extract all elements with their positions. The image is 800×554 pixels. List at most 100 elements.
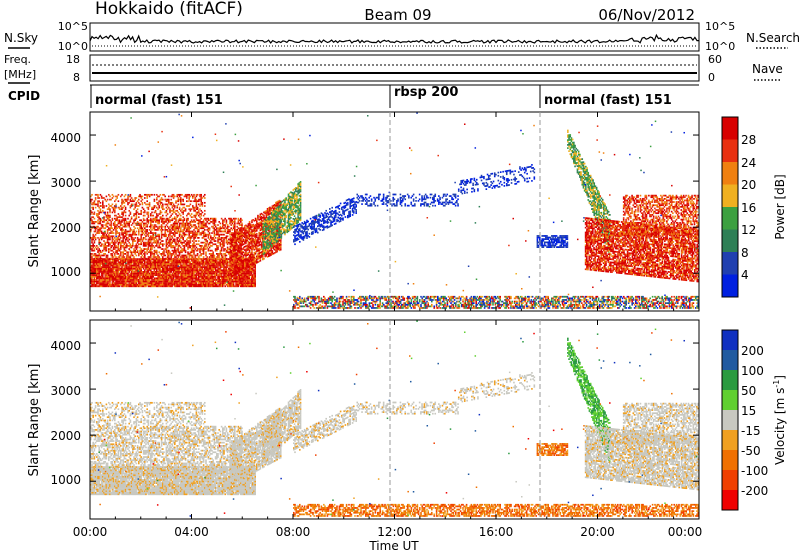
power-cell — [219, 266, 222, 268]
power-cell — [241, 285, 243, 288]
power-cell — [190, 219, 193, 222]
power-cell — [241, 229, 244, 232]
power-cell — [174, 241, 176, 244]
power-cell — [121, 280, 123, 283]
power-cell — [181, 271, 183, 273]
power-cell — [170, 259, 172, 262]
power-cell — [176, 249, 178, 252]
power-cell — [202, 225, 205, 228]
power-cell — [220, 274, 223, 276]
power-cell — [254, 280, 256, 283]
power-cell — [239, 250, 241, 252]
power-cell — [123, 249, 126, 252]
power-cell — [202, 249, 205, 252]
power-cell — [230, 245, 233, 247]
power-cell — [184, 257, 187, 260]
power-cell — [116, 195, 118, 198]
power-cell — [231, 280, 234, 283]
power-cell — [253, 274, 255, 276]
power-cell — [229, 283, 231, 286]
power-cell — [183, 233, 186, 236]
power-cell — [217, 274, 219, 276]
power-cell — [226, 271, 229, 273]
power-cell — [176, 224, 178, 226]
power-cell — [211, 261, 213, 264]
power-cell — [184, 271, 187, 273]
power-cell — [240, 285, 242, 288]
power-cell — [117, 221, 120, 223]
power-cell — [177, 214, 180, 217]
power-cell — [174, 227, 176, 230]
power-cell — [144, 271, 146, 273]
power-cell — [98, 267, 100, 270]
power-cell — [140, 271, 142, 273]
power-cell — [111, 211, 114, 214]
power-cell — [189, 269, 192, 272]
power-cell — [188, 274, 190, 276]
power-cell — [118, 219, 121, 222]
power-cell — [192, 240, 194, 242]
power-cell — [177, 211, 180, 214]
power-cell — [147, 238, 150, 241]
power-cell — [228, 261, 230, 264]
power-cell — [122, 261, 124, 264]
power-cell — [187, 229, 189, 231]
power-cell — [96, 214, 98, 217]
power-cell — [165, 233, 168, 236]
power-cell — [171, 279, 174, 281]
power-cell — [124, 206, 127, 209]
power-cell — [102, 271, 104, 273]
power-cell — [170, 195, 172, 198]
power-cell — [189, 246, 192, 249]
power-cell — [130, 229, 133, 231]
power-cell — [162, 251, 164, 254]
power-cell — [240, 277, 242, 280]
power-cell — [202, 261, 205, 264]
power-cell — [110, 264, 112, 267]
power-cell — [222, 246, 224, 249]
power-cell — [170, 263, 172, 265]
power-cell — [177, 248, 180, 250]
power-cell — [138, 216, 140, 219]
power-cell — [199, 266, 201, 268]
power-cell — [133, 277, 135, 280]
power-cell — [105, 269, 108, 272]
power-cell — [244, 277, 247, 280]
power-cell — [222, 256, 224, 258]
power-cell — [157, 229, 159, 231]
power-cell — [129, 195, 132, 198]
power-cell — [153, 280, 156, 283]
power-cell — [99, 269, 102, 272]
power-cell — [140, 264, 142, 267]
power-cell — [177, 267, 180, 270]
power-cell — [214, 271, 217, 273]
power-cell — [237, 271, 240, 273]
power-cell — [168, 269, 170, 272]
power-cell — [118, 222, 121, 225]
power-cell — [192, 282, 194, 284]
power-cell — [147, 264, 150, 267]
power-cell — [175, 229, 177, 231]
power-cell — [249, 269, 252, 272]
power-cell — [138, 263, 140, 265]
power-cell — [166, 230, 169, 233]
power-cell — [144, 277, 146, 280]
power-cell — [234, 233, 236, 236]
power-cell — [153, 205, 156, 207]
power-cell — [248, 282, 250, 284]
power-cell — [237, 279, 240, 281]
power-cell — [212, 256, 214, 258]
power-cell — [146, 206, 148, 209]
power-cell — [210, 274, 212, 276]
power-cell — [249, 280, 252, 283]
power-cell — [160, 243, 163, 246]
power-cell — [213, 264, 216, 267]
power-cell — [224, 230, 226, 233]
power-cell — [102, 206, 104, 209]
power-cell — [226, 229, 229, 231]
power-cell — [98, 271, 100, 273]
power-cell — [182, 213, 184, 215]
power-cell — [172, 283, 175, 286]
power-cell — [123, 275, 126, 278]
power-cell — [115, 271, 117, 273]
